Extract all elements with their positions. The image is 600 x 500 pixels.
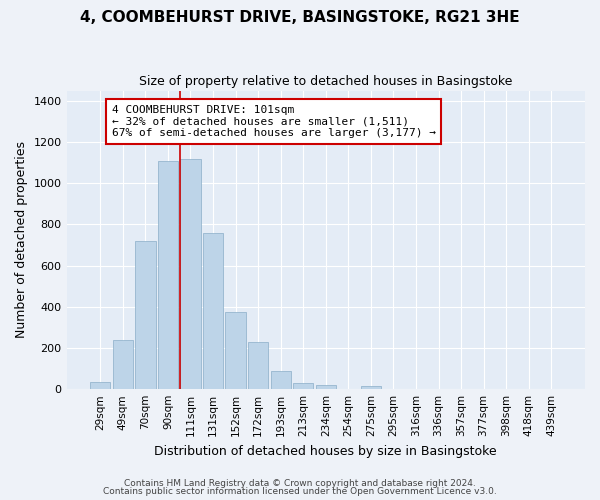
X-axis label: Distribution of detached houses by size in Basingstoke: Distribution of detached houses by size … xyxy=(154,444,497,458)
Text: 4 COOMBEHURST DRIVE: 101sqm
← 32% of detached houses are smaller (1,511)
67% of : 4 COOMBEHURST DRIVE: 101sqm ← 32% of det… xyxy=(112,105,436,138)
Text: Contains public sector information licensed under the Open Government Licence v3: Contains public sector information licen… xyxy=(103,487,497,496)
Bar xyxy=(316,385,336,389)
Y-axis label: Number of detached properties: Number of detached properties xyxy=(15,142,28,338)
Text: 4, COOMBEHURST DRIVE, BASINGSTOKE, RG21 3HE: 4, COOMBEHURST DRIVE, BASINGSTOKE, RG21 … xyxy=(80,10,520,25)
Bar xyxy=(293,383,313,389)
Bar xyxy=(203,232,223,389)
Bar xyxy=(271,370,291,389)
Bar xyxy=(361,386,381,389)
Text: Contains HM Land Registry data © Crown copyright and database right 2024.: Contains HM Land Registry data © Crown c… xyxy=(124,478,476,488)
Bar xyxy=(135,241,155,389)
Bar xyxy=(181,158,200,389)
Title: Size of property relative to detached houses in Basingstoke: Size of property relative to detached ho… xyxy=(139,75,512,88)
Bar xyxy=(248,342,268,389)
Bar xyxy=(113,340,133,389)
Bar xyxy=(226,312,246,389)
Bar xyxy=(90,382,110,389)
Bar xyxy=(158,160,178,389)
